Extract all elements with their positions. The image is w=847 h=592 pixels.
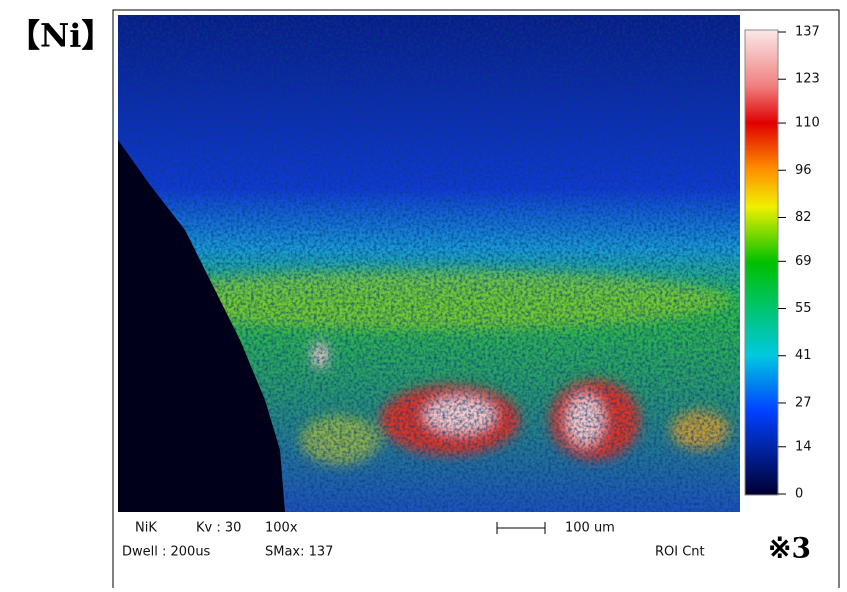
tick-label: 110 xyxy=(795,116,820,131)
element-label: 【Ni】 xyxy=(8,17,113,55)
tick-label: 41 xyxy=(795,348,812,363)
page: 【Ni】 0 14 27 41 55 69 82 96 110 123 137 NiK Kv : 3… xyxy=(0,0,847,588)
tick-label: 82 xyxy=(795,210,812,225)
tick-label: 27 xyxy=(795,395,812,410)
tick-label: 0 xyxy=(795,487,803,502)
element-code: NiK xyxy=(135,521,157,536)
magnification: 100x xyxy=(265,521,298,536)
tick-label: 96 xyxy=(795,163,812,178)
element-map xyxy=(118,15,740,512)
smax: SMax: 137 xyxy=(265,545,333,560)
dwell: Dwell : 200us xyxy=(122,545,211,560)
scale-label: 100 um xyxy=(565,521,615,536)
tick-label: 14 xyxy=(795,439,812,454)
voltage: Kv : 30 xyxy=(196,521,241,536)
tick-label: 69 xyxy=(795,254,812,269)
note: ※3 xyxy=(768,532,811,565)
colorbar xyxy=(745,30,778,495)
tick-label: 137 xyxy=(795,25,820,40)
tick-label: 123 xyxy=(795,72,820,87)
roi: ROI Cnt xyxy=(655,545,705,560)
tick-label: 55 xyxy=(795,301,812,316)
